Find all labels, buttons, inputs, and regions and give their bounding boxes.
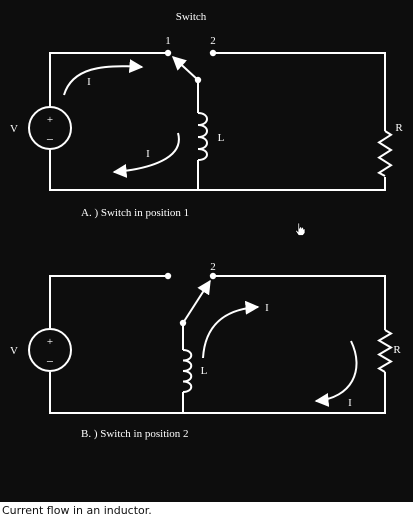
panel-b-current-label-top: I: [265, 302, 269, 314]
panel-a-wire-left-bottom: [49, 150, 198, 191]
panel-a-resistor-label: R: [395, 122, 403, 134]
panel-a-current-arrow-top: [63, 59, 144, 96]
panel-b-contact-1: [164, 272, 172, 280]
panel-a-resistor: [377, 130, 393, 177]
panel-b-wire-right-bottom: [183, 372, 386, 414]
panel-b-current-arrow-right: [314, 340, 358, 407]
panel-a-wire-right: [213, 52, 386, 131]
panel-b-resistor: [377, 329, 393, 373]
panel-a-switch-blade: [171, 56, 199, 81]
panel-a-plus-sign: +: [47, 114, 53, 126]
panel-b-switch-blade: [182, 279, 211, 324]
panel-b-wire-left: [49, 275, 168, 328]
panel-b-wire-right: [213, 275, 386, 330]
panel-b-source-label: V: [10, 345, 18, 357]
panel-a-position-2-label: 2: [210, 35, 216, 47]
hand-cursor-icon: [295, 222, 306, 236]
panel-b: [28, 275, 393, 414]
panel-a-inductor-coil: [197, 112, 208, 161]
panel-a-voltage-source: [28, 106, 72, 150]
panel-b-resistor-label: R: [393, 344, 401, 356]
caption-bar: [0, 502, 413, 523]
panel-a-caption: A. ) Switch in position 1: [81, 207, 189, 219]
panel-a-current-label-top: I: [87, 76, 91, 88]
panel-b-caption: B. ) Switch in position 2: [81, 428, 189, 440]
panel-b-voltage-source: [28, 328, 72, 372]
panel-a-pivot: [194, 76, 202, 84]
panel-a-wire-right-bottom: [198, 177, 386, 191]
panel-a-contact-2: [209, 49, 217, 57]
panel-b-current-arrow-top: [202, 300, 260, 359]
panel-a-contact-1: [164, 49, 172, 57]
panel-a-current-label-bottom: I: [146, 148, 150, 160]
figure-caption: Current flow in an inductor.: [2, 504, 152, 517]
panel-b-wire-left-bottom: [49, 372, 183, 414]
panel-b-current-label-right: I: [348, 397, 352, 409]
panel-b-inductor-label: L: [201, 365, 208, 377]
panel-b-contact-2: [209, 272, 217, 280]
panel-a-minus-sign: −: [46, 132, 53, 147]
panel-a-position-1-label: 1: [165, 35, 171, 47]
panel-a-source-label: V: [10, 123, 18, 135]
panel-b-pivot: [179, 319, 187, 327]
panel-b-position-2-label: 2: [210, 261, 216, 273]
panel-b-plus-sign: +: [47, 336, 53, 348]
panel-b-minus-sign: −: [46, 354, 53, 369]
panel-b-inductor-coil: [182, 349, 193, 393]
switch-title: Switch: [176, 11, 207, 23]
circuit-diagram: Switch 1 2 V + − L R I I A. ) Switch in …: [0, 0, 413, 502]
panel-a-wire-left: [49, 52, 168, 107]
panel-a: [28, 52, 393, 191]
panel-a-current-arrow-bottom: [112, 132, 180, 178]
panel-a-inductor-label: L: [218, 132, 225, 144]
